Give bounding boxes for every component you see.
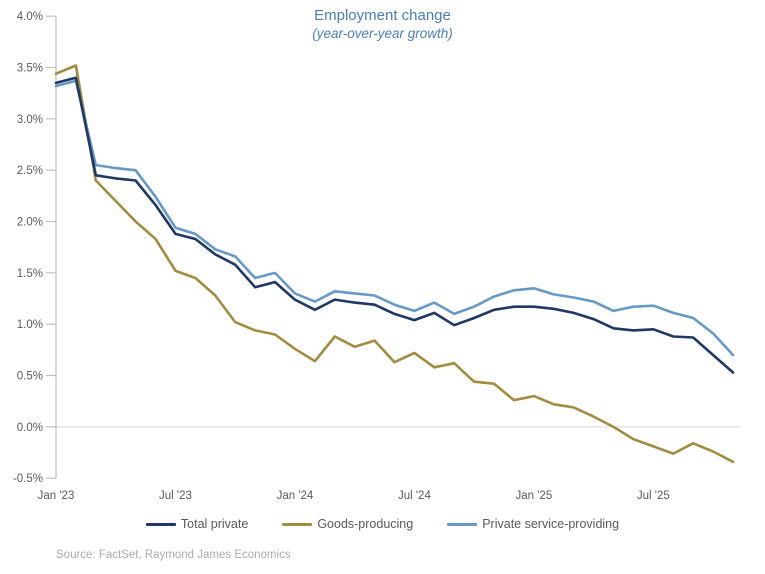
legend-swatch <box>282 522 313 526</box>
chart-subtitle: (year-over-year growth) <box>312 25 453 41</box>
legend-item-goods-producing: Goods-producing <box>282 517 413 531</box>
series-line-goods-producing <box>54 64 735 464</box>
chart-title-block: Employment change (year-over-year growth… <box>0 7 765 43</box>
y-tick-label: 1.0% <box>17 319 43 331</box>
legend-item-private-service-providing: Private service-providing <box>447 517 619 531</box>
y-tick-label: 1.5% <box>17 268 43 280</box>
y-tick-label: 2.5% <box>17 165 43 177</box>
series-line-private-service-providing <box>54 79 735 357</box>
y-tick-label: 0.0% <box>17 422 43 434</box>
y-tick-label: 0.5% <box>17 371 43 383</box>
y-tick-label: 4.0% <box>17 11 43 23</box>
legend-item-total-private: Total private <box>145 517 249 531</box>
legend-label: Goods-producing <box>317 517 414 531</box>
x-tick-label: Jul '25 <box>637 490 670 502</box>
y-tick-label: 3.5% <box>17 63 43 75</box>
x-tick-label: Jan '25 <box>516 490 553 502</box>
legend-swatch <box>145 522 176 526</box>
y-tick-label: 3.0% <box>17 114 43 126</box>
x-tick-label: Jan '24 <box>277 490 314 502</box>
series-line-total-private <box>54 76 735 374</box>
x-tick-label: Jul '23 <box>159 490 192 502</box>
source-note: Source: FactSet, Raymond James Economics <box>56 549 291 561</box>
legend-label: Total private <box>180 517 249 531</box>
x-tick-label: Jul '24 <box>398 490 431 502</box>
x-tick-label: Jan '23 <box>38 490 75 502</box>
chart-legend: Total private Goods-producing Private se… <box>0 517 765 531</box>
y-tick-label: -0.5% <box>13 473 43 485</box>
legend-swatch <box>447 522 478 526</box>
y-tick-label: 2.0% <box>17 217 43 229</box>
legend-label: Private service-providing <box>482 517 620 531</box>
chart-title: Employment change <box>314 7 451 24</box>
